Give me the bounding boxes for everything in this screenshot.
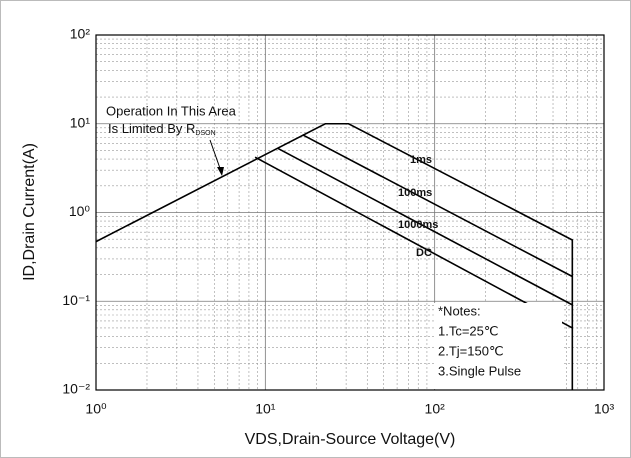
x-tick-label: 10⁰ xyxy=(85,401,107,417)
x-axis-label: VDS,Drain-Source Voltage(V) xyxy=(245,431,456,448)
plot-frame xyxy=(95,34,605,391)
y-tick-label: 10¹ xyxy=(70,114,91,130)
y-tick-label: 10² xyxy=(70,26,91,42)
annotation: Is Limited By RDSON xyxy=(108,121,216,136)
x-tick-label: 10² xyxy=(425,401,446,417)
series-label: DC xyxy=(416,247,432,259)
annotation-sub: DSON xyxy=(195,130,215,137)
note-text: 3.Single Pulse xyxy=(438,363,521,378)
series-label: 100ms xyxy=(398,187,432,199)
annotation: Operation In This Area xyxy=(106,103,237,118)
series-line xyxy=(277,147,573,306)
arrow-head xyxy=(217,167,224,176)
note-text: *Notes: xyxy=(438,303,481,318)
note-text: 2.Tj=150℃ xyxy=(438,343,504,358)
marks xyxy=(95,122,574,390)
series-label: 1ms xyxy=(410,154,432,166)
x-tick-label: 10³ xyxy=(594,401,615,417)
series-line xyxy=(302,134,573,278)
notes-box xyxy=(434,303,562,389)
series-line xyxy=(254,156,573,329)
series-label: 1000ms xyxy=(398,219,438,231)
y-tick-label: 10⁰ xyxy=(69,203,91,219)
y-tick-label: 10⁻² xyxy=(62,381,90,397)
notes: *Notes: 1.Tc=25℃ 2.Tj=150℃ 3.Single Pulse xyxy=(434,303,562,389)
y-tick-label: 10⁻¹ xyxy=(62,292,90,308)
annotation: Is Limited By R xyxy=(108,121,195,136)
note-text: 1.Tc=25℃ xyxy=(438,323,499,338)
x-tick-label: 10¹ xyxy=(255,401,276,417)
y-axis-label: ID,Drain Current(A) xyxy=(21,143,38,281)
series-line xyxy=(95,122,574,390)
